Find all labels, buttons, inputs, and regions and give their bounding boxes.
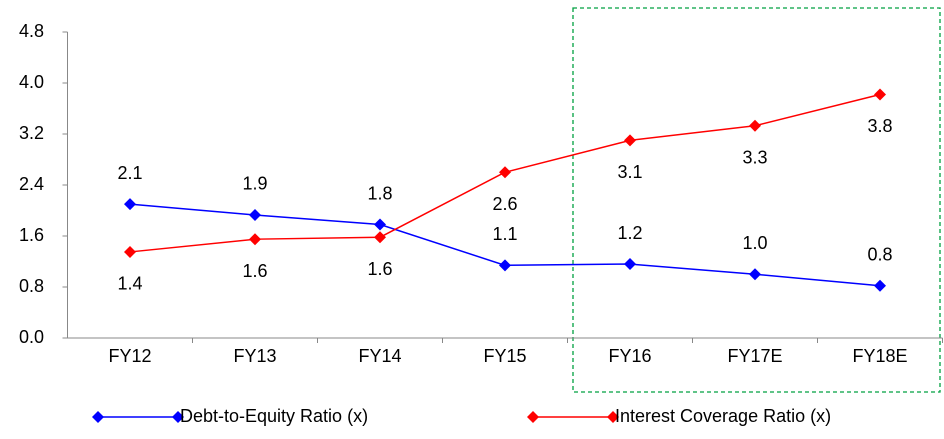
y-tick-label: 3.2 [19,123,44,143]
data-label: 2.1 [117,163,142,183]
data-label: 1.8 [367,183,392,203]
point [374,231,386,244]
point [874,279,886,292]
point [749,268,761,281]
data-label: 1.9 [242,174,267,194]
y-tick-label: 0.8 [19,276,44,296]
data-label: 1.6 [367,259,392,279]
legend-label: Interest Coverage Ratio (x) [615,406,831,426]
legend-marker [172,411,184,423]
highlight-box [572,7,941,393]
x-tick-label: FY18E [852,346,907,366]
point [124,245,136,258]
data-label: 1.2 [617,223,642,243]
legend-marker [527,411,539,423]
data-label: 1.1 [492,224,517,244]
y-tick-label: 0.0 [19,327,44,347]
x-tick-label: FY13 [233,346,276,366]
y-tick-label: 2.4 [19,174,44,194]
y-tick-label: 4.8 [19,21,44,41]
x-tick-label: FY12 [108,346,151,366]
data-label: 3.8 [867,116,892,136]
point [249,233,261,246]
legend-label: Debt-to-Equity Ratio (x) [180,406,368,426]
y-tick-label: 4.0 [19,72,44,92]
point [624,134,636,147]
x-tick-label: FY14 [358,346,401,366]
y-tick-label: 1.6 [19,225,44,245]
point [374,218,386,231]
x-tick-label: FY15 [483,346,526,366]
point [249,208,261,221]
data-label: 1.6 [242,261,267,281]
point [499,166,511,179]
data-label: 1.0 [742,233,767,253]
point [624,258,636,271]
data-label: 2.6 [492,194,517,214]
data-label: 3.1 [617,162,642,182]
point [499,259,511,272]
data-label: 1.4 [117,274,142,294]
data-label: 3.3 [742,147,767,167]
legend-marker [607,411,619,423]
x-tick-label: FY16 [608,346,651,366]
point [749,119,761,132]
data-label: 0.8 [867,244,892,264]
point [124,198,136,211]
x-tick-label: FY17E [727,346,782,366]
legend-marker [92,411,104,423]
point [874,88,886,101]
